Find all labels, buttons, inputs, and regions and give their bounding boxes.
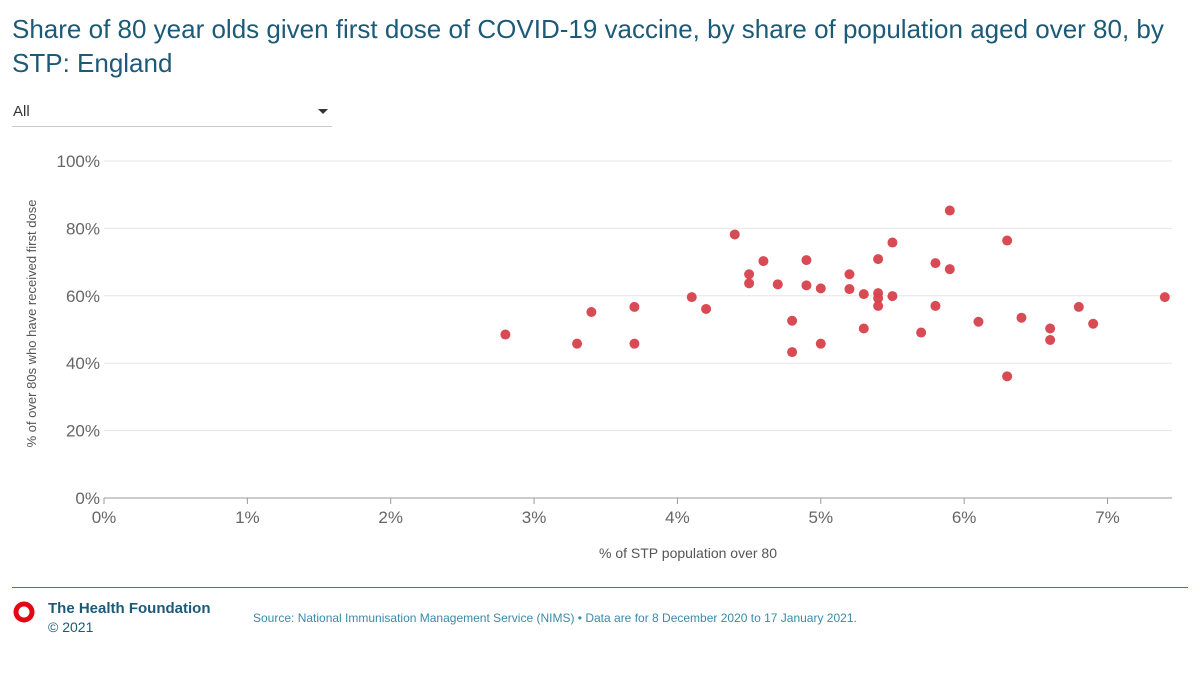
data-point xyxy=(858,323,869,334)
data-point xyxy=(1045,323,1056,334)
y-tick-label: 0% xyxy=(75,489,100,508)
y-tick-label: 20% xyxy=(66,422,100,441)
data-point xyxy=(944,205,955,216)
x-tick-label: 1% xyxy=(235,508,260,527)
x-tick-label: 5% xyxy=(808,508,833,527)
data-point xyxy=(586,306,597,317)
data-point xyxy=(787,347,798,358)
data-point xyxy=(1016,312,1027,323)
data-point xyxy=(815,338,826,349)
x-tick-label: 2% xyxy=(378,508,403,527)
data-point xyxy=(1002,235,1013,246)
data-point xyxy=(815,283,826,294)
data-point xyxy=(500,329,511,340)
data-point xyxy=(973,316,984,327)
data-point xyxy=(744,278,755,289)
data-point xyxy=(844,269,855,280)
source-note: Source: National Immunisation Management… xyxy=(253,611,857,625)
org-name: The Health Foundation xyxy=(48,600,211,617)
data-point xyxy=(686,292,697,303)
data-point xyxy=(873,293,884,304)
y-tick-label: 40% xyxy=(66,354,100,373)
x-tick-label: 0% xyxy=(92,508,117,527)
chevron-down-icon xyxy=(318,109,328,114)
data-point xyxy=(701,303,712,314)
data-point xyxy=(873,254,884,265)
data-point xyxy=(758,256,769,267)
data-point xyxy=(1002,371,1013,382)
y-tick-label: 60% xyxy=(66,287,100,306)
y-axis-label: % of over 80s who have received first do… xyxy=(24,200,39,448)
x-axis-label: % of STP population over 80 xyxy=(599,545,777,561)
data-point xyxy=(1073,301,1084,312)
footer-divider xyxy=(12,587,1188,588)
data-point xyxy=(887,237,898,248)
data-point xyxy=(1088,318,1099,329)
data-point xyxy=(844,284,855,295)
data-point xyxy=(629,338,640,349)
health-foundation-logo-icon xyxy=(13,601,35,623)
data-point xyxy=(1045,334,1056,345)
data-point xyxy=(858,289,869,300)
data-point xyxy=(916,327,927,338)
data-point xyxy=(787,315,798,326)
data-point xyxy=(629,301,640,312)
x-tick-label: 3% xyxy=(522,508,547,527)
x-tick-label: 4% xyxy=(665,508,690,527)
data-point xyxy=(801,255,812,266)
x-tick-label: 6% xyxy=(952,508,977,527)
page-title: Share of 80 year olds given first dose o… xyxy=(12,14,1164,78)
data-point xyxy=(1159,292,1170,303)
y-tick-label: 100% xyxy=(57,152,100,171)
y-tick-label: 80% xyxy=(66,219,100,238)
x-tick-label: 7% xyxy=(1095,508,1120,527)
data-point xyxy=(772,279,783,290)
data-point xyxy=(572,338,583,349)
data-point xyxy=(873,300,884,311)
stp-filter-dropdown[interactable]: All xyxy=(12,100,332,127)
data-point xyxy=(729,229,740,240)
data-point xyxy=(744,269,755,280)
data-point xyxy=(930,300,941,311)
data-point xyxy=(887,291,898,302)
scatter-chart: 0% 20% 40% 60% 80% 100% 0% 1% 2% 3% 4% 5% 6% 7% % of S… xyxy=(24,152,1172,561)
copyright: © 2021 xyxy=(48,619,94,635)
dropdown-selected-value: All xyxy=(13,103,30,120)
data-point xyxy=(801,280,812,291)
data-point xyxy=(944,264,955,275)
data-point xyxy=(930,258,941,269)
